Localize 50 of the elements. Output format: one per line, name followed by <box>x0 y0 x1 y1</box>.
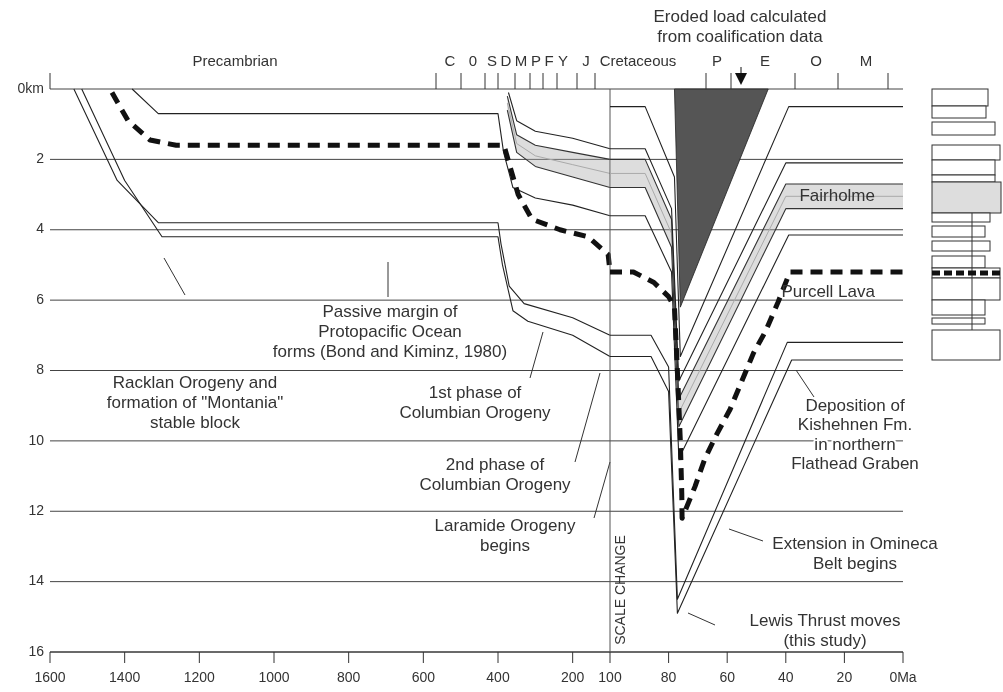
text: P <box>711 51 723 69</box>
annotation: SCALE CHANGE <box>611 535 628 645</box>
x-tick-label: 1200 <box>183 669 216 685</box>
annotation: Passive margin of Protopacific Ocean forms (Bond and Kiminz, 1980) <box>272 302 508 362</box>
text: Y <box>557 51 569 69</box>
text: C <box>444 51 456 69</box>
y-tick-label: 10 <box>28 431 45 448</box>
x-tick-label: 1600 <box>34 669 66 685</box>
text: Eroded load calculated from coalification data <box>653 7 827 47</box>
text: S <box>486 51 498 69</box>
text: M <box>514 51 528 69</box>
annotation: Lewis Thrust moves (this study) <box>749 611 901 651</box>
y-tick-label: 6 <box>36 290 45 307</box>
series-label: Purcell Lava <box>781 282 876 302</box>
x-tick-label: 100 <box>598 669 622 685</box>
x-tick-label: 200 <box>560 669 585 685</box>
annotation: Deposition of Kishehnen Fm. in northern Flathead Graben <box>791 396 919 474</box>
annotation: 2nd phase of Columbian Orogeny <box>419 455 572 495</box>
x-tick-label: 20 <box>836 669 853 685</box>
x-tick-label: 800 <box>336 669 361 685</box>
y-tick-label: 16 <box>28 642 45 659</box>
x-tick-label: 60 <box>719 669 736 685</box>
text: E <box>759 51 771 69</box>
x-tick-label: 400 <box>486 669 510 685</box>
y-tick-label: 4 <box>36 220 45 237</box>
y-tick-label: 0km <box>17 79 44 96</box>
annotation: 1st phase of Columbian Orogeny <box>399 383 552 423</box>
x-tick-label: 1000 <box>258 669 290 685</box>
x-tick-label: 40 <box>778 669 794 685</box>
annotation: Racklan Orogeny and formation of "Montania" stable block <box>106 373 284 433</box>
y-tick-label: 14 <box>28 572 45 589</box>
x-tick-label: 1400 <box>109 669 141 685</box>
text: 0 <box>468 51 478 69</box>
text: O <box>810 51 822 69</box>
x-tick-label: 80 <box>660 669 677 685</box>
text: Cretaceous <box>599 51 677 69</box>
text: M <box>859 51 873 69</box>
text: D <box>500 51 512 69</box>
x-tick-label: 600 <box>411 669 436 685</box>
series-label: Fairholme <box>799 185 875 205</box>
text: Precambrian <box>192 51 278 69</box>
text: J <box>582 51 590 69</box>
y-tick-label: 12 <box>28 501 45 518</box>
annotation: Extension in Omineca Belt begins <box>772 534 939 574</box>
annotation: Laramide Orogeny begins <box>434 516 576 556</box>
text: F <box>544 51 554 69</box>
x-tick-label: 0Ma <box>889 669 917 685</box>
y-tick-label: 2 <box>36 150 45 167</box>
y-tick-label: 8 <box>36 361 45 378</box>
text: P <box>530 51 542 69</box>
